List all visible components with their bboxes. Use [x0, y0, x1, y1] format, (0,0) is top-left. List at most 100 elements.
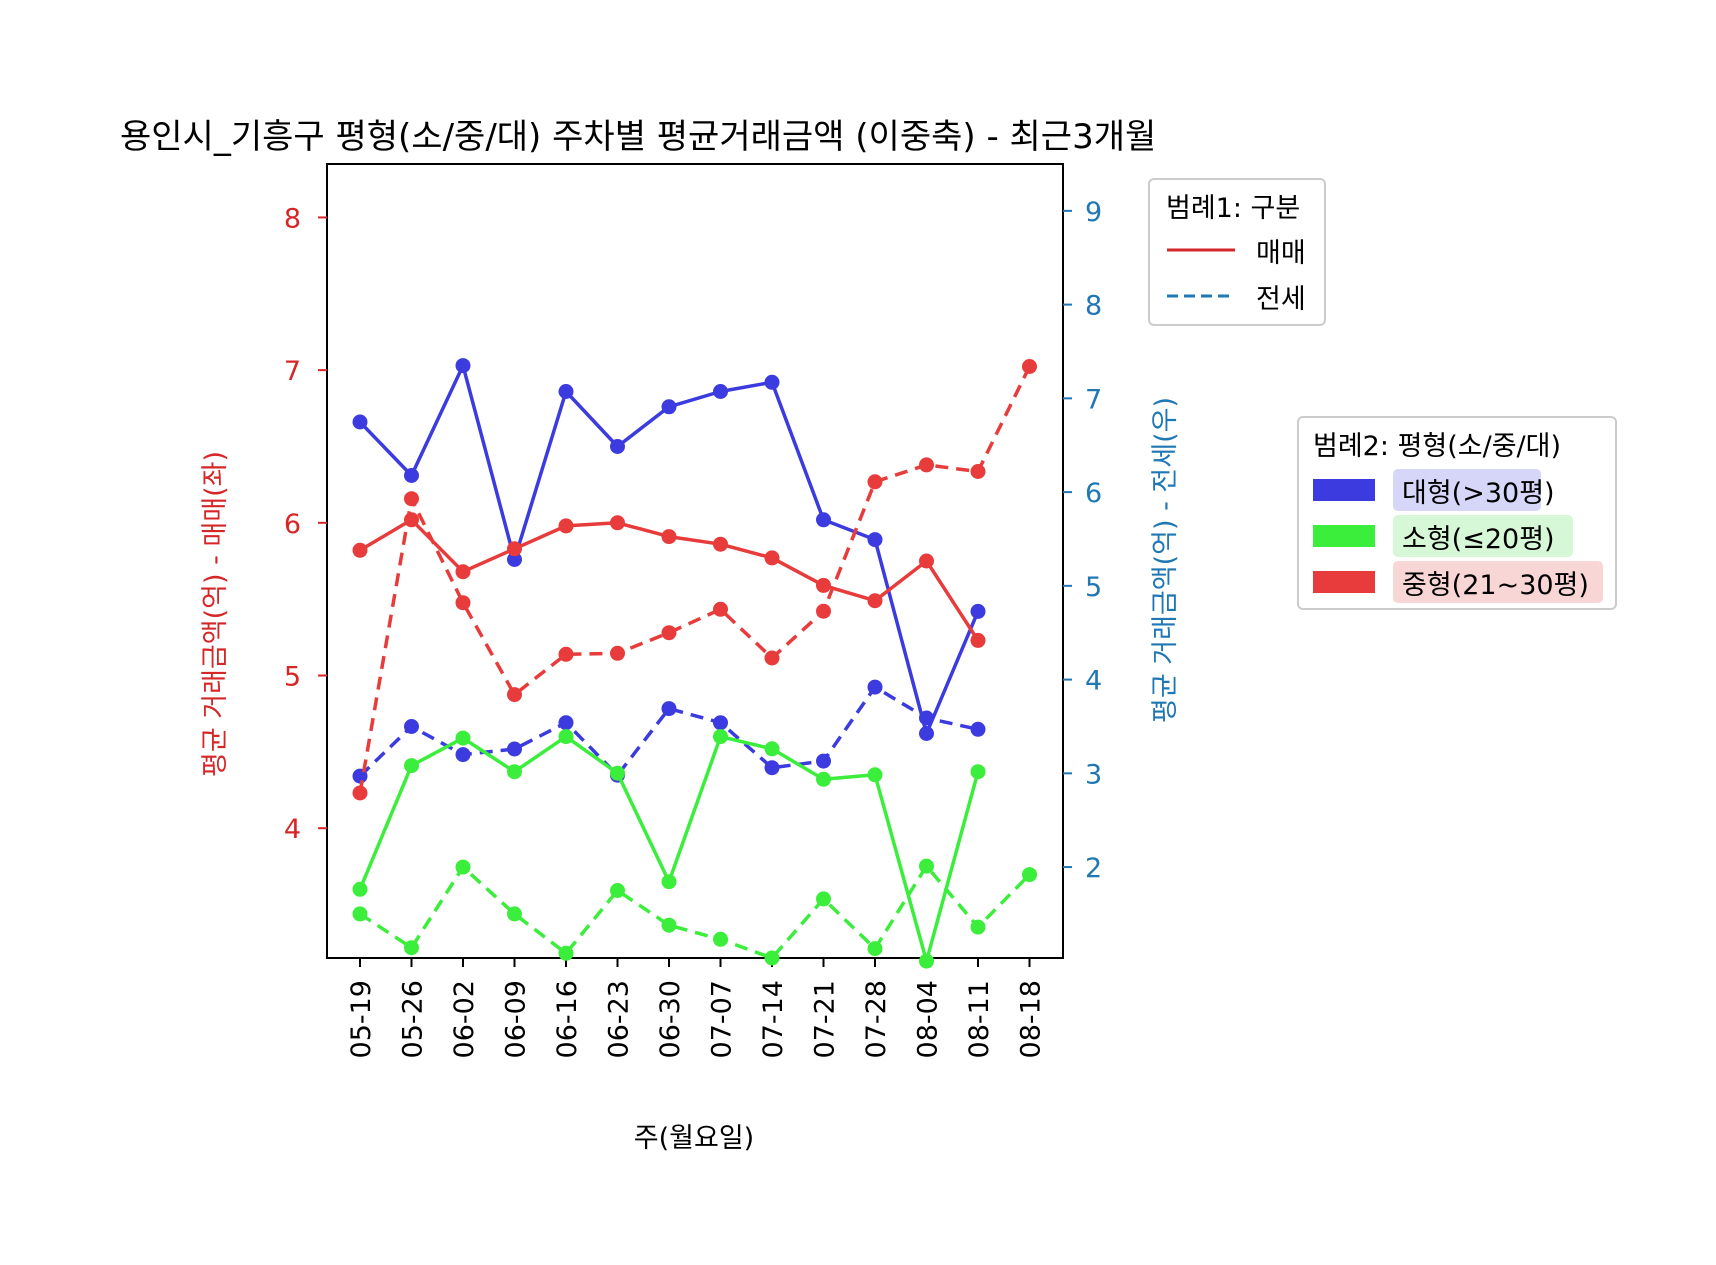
data-point-large-sale: [867, 532, 883, 548]
data-point-large-sale: [507, 552, 522, 567]
data-point-large-sale: [919, 726, 934, 741]
data-point-small-sale: [404, 758, 419, 774]
data-point-large-jeonse: [867, 679, 883, 695]
data-point-small-jeonse: [661, 917, 677, 933]
y-left-tick-label: 8: [284, 203, 301, 234]
data-point-medium-sale: [816, 577, 831, 593]
data-point-medium-sale: [507, 541, 522, 557]
data-point-medium-sale: [867, 593, 883, 609]
data-point-medium-jeonse: [352, 785, 368, 801]
data-point-small-jeonse: [764, 950, 780, 966]
legend-size-label-bg-medium: [1393, 561, 1603, 603]
legend-size-title: 범례2: 평형(소/중/대): [1313, 431, 1561, 462]
legend-size-label-small: 소형(≤20평): [1402, 524, 1555, 555]
y-left-tick-label: 7: [284, 356, 301, 387]
data-point-small-sale: [919, 953, 934, 969]
data-point-medium-jeonse: [713, 601, 728, 617]
data-point-medium-sale: [661, 529, 677, 545]
data-point-medium-jeonse: [661, 625, 677, 641]
x-tick-label: 07-14: [758, 980, 789, 1058]
y-right-tick-label: 7: [1085, 384, 1102, 415]
y-right-tick-label: 9: [1085, 197, 1102, 228]
x-tick-label: 08-18: [1016, 980, 1047, 1058]
x-tick-label: 07-07: [707, 980, 738, 1058]
data-point-medium-jeonse: [970, 464, 986, 479]
data-point-medium-jeonse: [1022, 359, 1037, 374]
data-point-small-jeonse: [1022, 867, 1037, 883]
y-right-tick-label: 4: [1085, 666, 1102, 697]
y-right-tick-label: 3: [1085, 759, 1102, 790]
data-point-medium-jeonse: [867, 474, 883, 490]
data-point-small-jeonse: [816, 891, 831, 907]
data-point-small-jeonse: [352, 906, 368, 922]
data-point-small-jeonse: [970, 919, 986, 935]
y-left-tick-label: 6: [284, 509, 301, 540]
x-tick-label: 08-11: [964, 980, 995, 1058]
x-tick-label: 05-26: [398, 980, 429, 1058]
legend-size-swatch-small: [1313, 525, 1375, 547]
data-point-large-sale: [713, 384, 728, 399]
data-point-large-sale: [816, 512, 831, 528]
data-point-medium-sale: [558, 518, 574, 534]
data-point-small-sale: [558, 729, 574, 745]
legend-size-label-bg-large: [1393, 469, 1541, 511]
data-point-large-jeonse: [507, 741, 522, 757]
y-left-tick-label: 5: [284, 662, 301, 693]
data-point-medium-jeonse: [919, 457, 934, 473]
data-point-medium-jeonse: [558, 646, 574, 662]
y-right-tick-label: 8: [1085, 291, 1102, 322]
x-tick-label: 06-30: [655, 980, 686, 1058]
data-point-small-jeonse: [507, 906, 522, 922]
y-right-tick-label: 2: [1085, 853, 1102, 884]
data-point-small-jeonse: [713, 931, 728, 947]
x-tick-label: 06-16: [552, 980, 583, 1058]
data-point-large-sale: [455, 358, 471, 374]
data-point-small-jeonse: [404, 940, 419, 956]
data-point-small-jeonse: [455, 859, 471, 875]
x-tick-label: 07-21: [810, 980, 841, 1058]
legend-size-swatch-large: [1313, 479, 1375, 501]
data-point-small-sale: [507, 764, 522, 780]
legend-size: 범례2: 평형(소/중/대) 대형(>30평) 소형(≤20평) 중형(21~3…: [1297, 416, 1617, 610]
data-point-medium-sale: [919, 553, 934, 569]
chart-title: 용인시_기흥구 평형(소/중/대) 주차별 평균거래금액 (이중축) - 최근3…: [120, 117, 1156, 157]
data-point-medium-jeonse: [816, 603, 831, 619]
data-point-large-jeonse: [764, 760, 780, 776]
y-left-tick-label: 4: [284, 814, 301, 845]
legend-size-label-bg-small: [1393, 515, 1573, 557]
data-point-medium-jeonse: [610, 645, 625, 661]
legend-size-label-large: 대형(>30평): [1402, 478, 1555, 509]
plot-area: 4 5 6 7 8 2 3 4 5 6 7 8 9 05-19 05-26 06-02 06-09 06-16 06…: [284, 163, 1102, 1058]
x-axis-label: 주(월요일): [634, 1123, 754, 1154]
data-point-large-jeonse: [558, 715, 574, 731]
legend-kind-label-jeonse: 전세: [1256, 284, 1306, 315]
data-point-large-jeonse: [919, 710, 934, 726]
legend-kind-label-sale: 매매: [1256, 238, 1306, 269]
data-point-medium-sale: [970, 632, 986, 648]
legend-kind-frame: [1148, 178, 1326, 326]
data-point-large-sale: [764, 374, 780, 390]
x-tick-label: 08-04: [913, 980, 944, 1058]
legend-kind-title: 범례1: 구분: [1166, 193, 1300, 224]
data-point-large-sale: [661, 399, 677, 415]
data-point-large-jeonse: [816, 753, 831, 769]
y-right-tick-label: 5: [1085, 572, 1102, 603]
x-tick-label: 06-02: [449, 980, 480, 1058]
data-point-small-sale: [352, 881, 368, 897]
data-point-medium-sale: [713, 536, 728, 552]
data-point-large-jeonse: [404, 719, 419, 734]
data-point-medium-sale: [610, 515, 625, 531]
data-point-large-sale: [558, 384, 574, 399]
data-point-large-sale: [970, 603, 986, 619]
y-axis-right-label: 평균 거래금액(억) - 전세(우): [1150, 397, 1181, 723]
data-point-medium-sale: [764, 550, 780, 566]
y-axis-left-label: 평균 거래금액(억) - 매매(좌): [200, 451, 231, 777]
legend-size-label-medium: 중형(21~30평): [1402, 570, 1589, 601]
x-tick-label: 05-19: [346, 980, 377, 1058]
legend-size-swatch-medium: [1313, 571, 1375, 593]
x-tick-label: 06-23: [604, 980, 635, 1058]
data-point-medium-sale: [455, 564, 471, 580]
data-point-large-jeonse: [970, 721, 986, 737]
